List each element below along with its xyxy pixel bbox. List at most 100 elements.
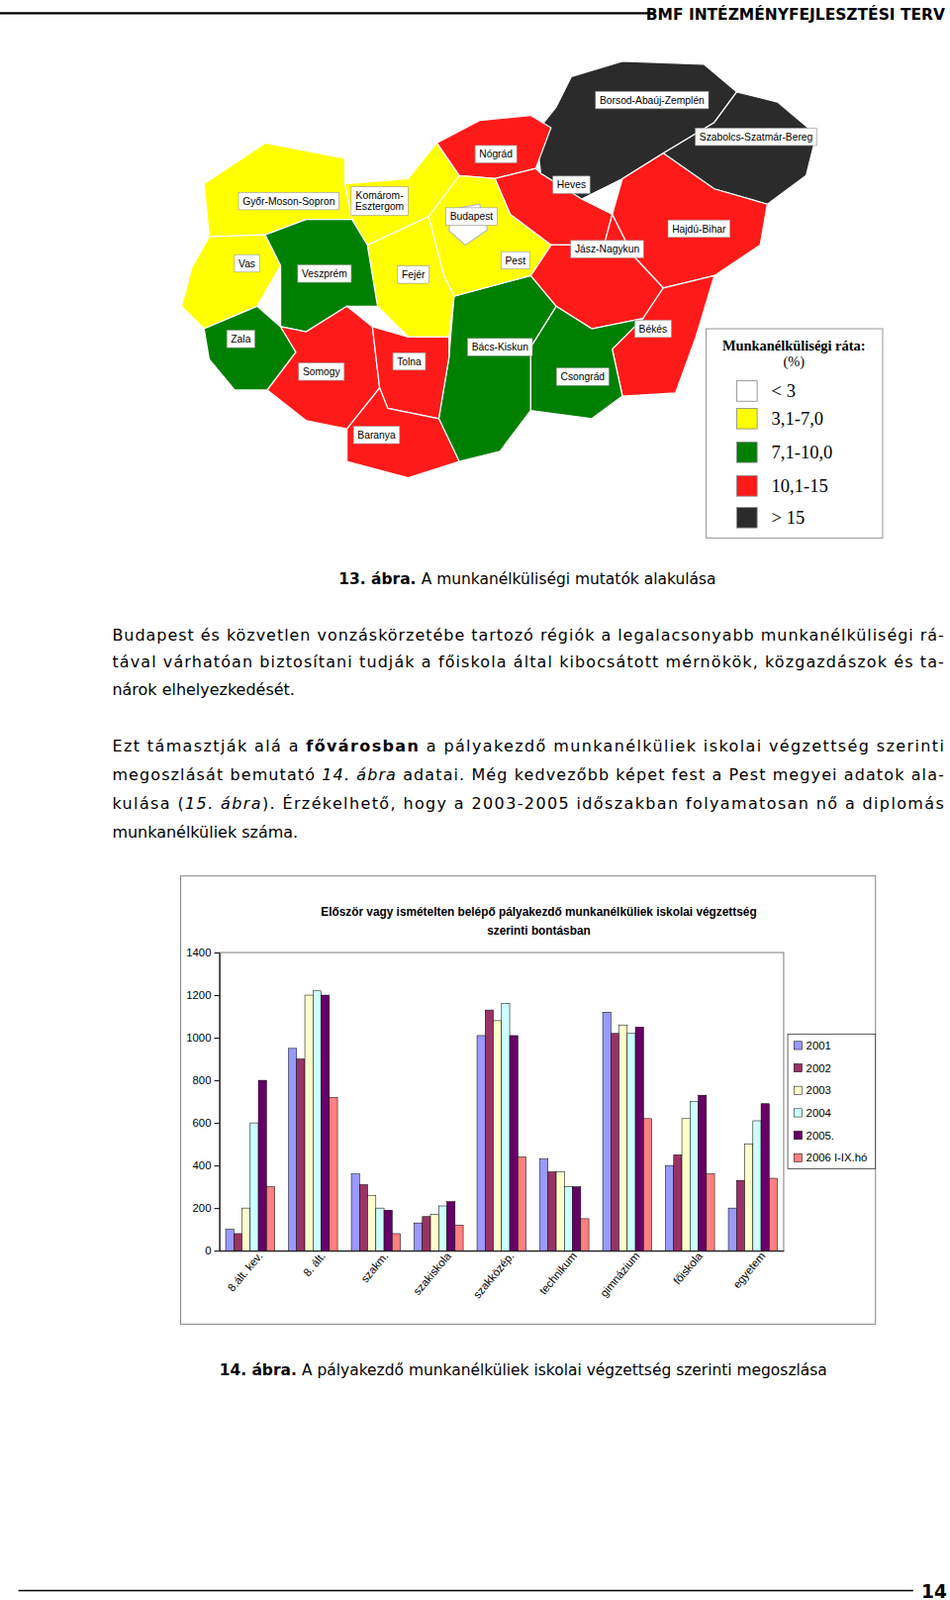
- bar: [476, 1035, 485, 1250]
- bar: [580, 1218, 589, 1250]
- paragraph-line: Ezt támasztják alá a fővárosban a pályak…: [111, 736, 944, 756]
- chart-legend-label: 2006 I-IX.hó: [806, 1150, 868, 1163]
- y-tick-label: 0: [204, 1243, 211, 1256]
- county-label-box: [392, 352, 426, 371]
- county-label-box: [238, 191, 340, 210]
- text-run: 14. ábra: [321, 764, 396, 784]
- county-label-box: [595, 91, 709, 109]
- bars: [225, 990, 778, 1250]
- county-name: Jász-Nagykun: [574, 243, 641, 255]
- county-label-box: [298, 363, 345, 381]
- map-legend-label: < 3: [771, 380, 796, 401]
- y-tick-label: 600: [192, 1116, 212, 1129]
- county-label: Tolna: [392, 352, 426, 371]
- x-tick-label: 8. ált.: [300, 1248, 328, 1278]
- y-tick-mark: [214, 1249, 220, 1251]
- county-name: Komárom-: [356, 190, 404, 201]
- bar: [414, 1222, 423, 1250]
- paragraph-line: megoszlását bemutató 14. ábra adatai. Mé…: [111, 764, 944, 784]
- x-tick-label: gimnázium: [597, 1248, 642, 1299]
- chart-frame: [181, 875, 876, 1325]
- text-run: megoszlását bemutató: [111, 764, 321, 784]
- county-label: Csongrád: [556, 368, 609, 386]
- bar: [233, 1233, 242, 1250]
- county-shape: [347, 387, 460, 478]
- chart-legend-label: 2001: [806, 1039, 832, 1051]
- bar: [760, 1103, 769, 1250]
- bar: [753, 1120, 761, 1250]
- county-name: Pest: [504, 255, 526, 267]
- page-number: 14: [921, 1580, 948, 1600]
- chart-legend: 20012002200320042005.2006 I-IX.hó: [787, 1034, 876, 1169]
- county-label: Zala: [226, 330, 255, 349]
- y-tick-label: 800: [192, 1073, 212, 1086]
- y-tick: 1000: [186, 1031, 219, 1044]
- bar: [706, 1173, 715, 1250]
- bar: [376, 1207, 384, 1250]
- x-tick: szakközép.: [471, 1248, 517, 1300]
- bar: [493, 1020, 502, 1250]
- chart-legend-swatch: [793, 1062, 802, 1071]
- map-legend-swatch: [736, 475, 758, 497]
- caption-label: 14. ábra.: [219, 1360, 297, 1379]
- page-content: BMF INTÉZMÉNYFEJLESZTÉSI TERV Borsod-Abaú…: [0, 4, 948, 1600]
- county-label-box: [570, 240, 644, 259]
- bar: [438, 1205, 447, 1250]
- county-label-box: [667, 219, 731, 238]
- text-run: munkanélküliek száma.: [111, 822, 298, 842]
- bar: [610, 1033, 619, 1250]
- county-label: Fejér: [397, 266, 430, 285]
- text-run: fővárosban: [305, 736, 419, 756]
- bar: [736, 1179, 745, 1250]
- header-title: BMF INTÉZMÉNYFEJLESZTÉSI TERV: [646, 4, 946, 24]
- county-name: Tolna: [396, 356, 422, 368]
- y-tick-label: 200: [192, 1201, 212, 1214]
- county-label: Hajdú-Bihar: [667, 219, 731, 238]
- y-tick-label: 1200: [186, 988, 211, 1001]
- bar: [383, 1209, 392, 1250]
- paragraph-line: tával várhatóan biztosítani tudják a fői…: [111, 652, 944, 671]
- text-run: Ezt támasztják alá a: [111, 736, 304, 756]
- y-tick: 0: [204, 1243, 220, 1256]
- county-label: Veszprém: [297, 265, 352, 284]
- county-label: Nógrád: [475, 145, 517, 164]
- bar: [430, 1214, 439, 1251]
- map-legend: Munkanélküliségi ráta:(%)< 33,1-7,07,1-1…: [706, 328, 883, 538]
- header-rule: [0, 11, 654, 14]
- chart-legend-label: 2004: [806, 1106, 832, 1119]
- bar: [321, 994, 330, 1250]
- x-tick-label: szakiskola: [410, 1248, 454, 1297]
- x-tick: 8. ált.: [300, 1248, 328, 1278]
- bar: [329, 1096, 338, 1250]
- y-tick-label: 400: [192, 1158, 212, 1171]
- text-run: kulása (: [111, 793, 184, 813]
- map-legend-swatch: [736, 407, 758, 429]
- county-label: Komárom-Esztergom: [351, 187, 408, 216]
- chart-title: szerinti bontásban: [486, 923, 591, 938]
- x-tick-label: egyetem: [730, 1248, 767, 1290]
- bar: [312, 990, 321, 1250]
- county-name: Borsod-Abaúj-Zemplén: [599, 95, 705, 106]
- bar: [422, 1216, 431, 1250]
- map-legend-box: [706, 328, 883, 538]
- bar: [602, 1011, 611, 1250]
- text-run: adatai. Még kedvezőbb képet fest a Pest …: [396, 764, 945, 784]
- county-label-box: [353, 426, 400, 445]
- y-tick-mark: [214, 1037, 220, 1039]
- bar: [572, 1186, 581, 1251]
- text-run: 15. ábra: [185, 793, 261, 813]
- county-name: Bács-Kiskun: [472, 341, 529, 353]
- county-label: Budapest: [446, 207, 498, 226]
- county-label: Pest: [500, 251, 530, 270]
- paragraph-line: munkanélküliek száma.: [111, 822, 298, 842]
- county-shape: [530, 305, 643, 418]
- bar: [391, 1233, 400, 1250]
- y-tick: 800: [192, 1073, 220, 1086]
- county-label-box: [351, 187, 408, 216]
- map-legend-label: 3,1-7,0: [771, 407, 825, 429]
- county-label-box: [634, 319, 671, 338]
- x-tick-label: főiskola: [670, 1248, 705, 1287]
- county-label: Békés: [634, 319, 671, 338]
- bar: [296, 1058, 305, 1251]
- county-shape: [345, 142, 460, 245]
